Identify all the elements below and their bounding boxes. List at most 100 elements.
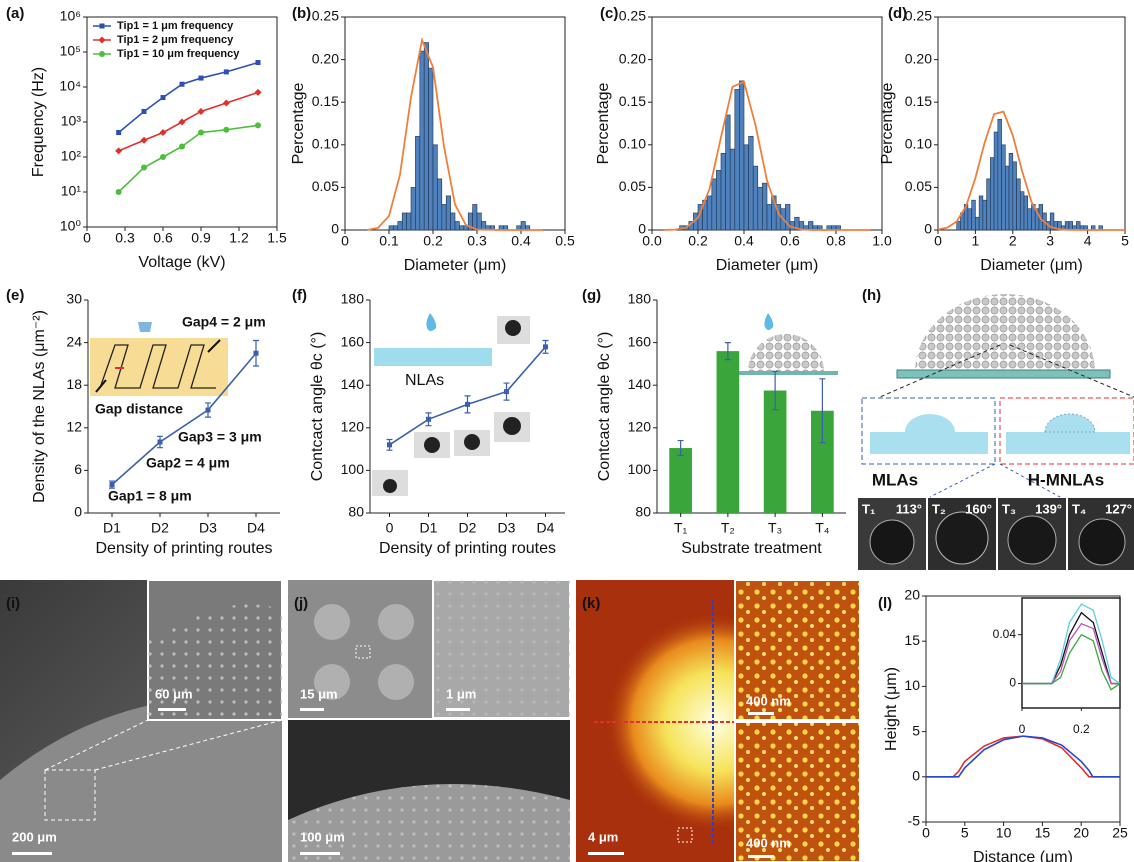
y-tick-label: 0.15 xyxy=(619,93,646,109)
x-tick-label: T₄ xyxy=(815,520,830,536)
y-tick-label: 160 xyxy=(628,333,652,349)
photo-angle: 127° xyxy=(1105,501,1132,516)
dome xyxy=(915,294,1095,372)
marker xyxy=(206,408,211,413)
y-tick-label: 10⁴ xyxy=(59,78,81,94)
bar xyxy=(983,200,987,230)
panel-label: (d) xyxy=(888,5,907,22)
sem-dome xyxy=(378,664,414,700)
y-tick-label: 0.10 xyxy=(619,136,646,152)
plot-frame xyxy=(938,17,1125,230)
x-tick-label: 0.6 xyxy=(153,230,173,246)
x-tick-label: 0.8 xyxy=(826,233,846,249)
bar xyxy=(717,351,740,513)
panel-label: (l) xyxy=(878,595,892,612)
annotation: Gap3 = 3 μm xyxy=(178,429,262,445)
bar xyxy=(716,170,721,230)
marker xyxy=(426,417,431,422)
annotation: NLAs xyxy=(405,372,444,389)
y-tick-label: 30 xyxy=(66,291,82,307)
x-tick-label: 15 xyxy=(1035,825,1051,841)
y-tick-label: 10² xyxy=(61,148,82,164)
scale-bar xyxy=(12,852,52,855)
x-tick-label: D1 xyxy=(420,520,438,536)
y-tick-label: 10¹ xyxy=(61,183,82,199)
marker xyxy=(180,82,185,87)
panel-label: (i) xyxy=(6,595,20,612)
marker xyxy=(160,129,167,136)
dome xyxy=(748,334,824,372)
x-tick-label: 2 xyxy=(1009,233,1017,249)
y-axis-label: Height (μm) xyxy=(883,667,900,751)
bar xyxy=(987,179,991,230)
scale-bar xyxy=(748,855,774,858)
bar xyxy=(968,209,972,230)
x-tick-label: 4 xyxy=(1084,233,1092,249)
bar xyxy=(411,187,415,230)
x-tick-label: 0 xyxy=(922,825,930,841)
x-tick-label: 5 xyxy=(961,825,969,841)
data-line xyxy=(926,736,1120,777)
marker xyxy=(254,351,259,356)
y-tick-label: 12 xyxy=(66,419,82,435)
x-tick-label: 0.6 xyxy=(780,233,800,249)
y-axis-label: Percentage xyxy=(290,82,307,164)
x-tick-label: 0.5 xyxy=(555,233,575,249)
y-axis-label: Contcact angle θc (°) xyxy=(596,332,613,482)
marker xyxy=(110,482,115,487)
route-inset xyxy=(90,322,228,396)
bar xyxy=(402,213,406,230)
annotation: Gap4 = 2 μm xyxy=(182,314,266,330)
bar xyxy=(749,136,754,230)
annotation: Gap1 = 8 μm xyxy=(108,488,192,504)
y-tick-label: 140 xyxy=(628,376,652,392)
bar xyxy=(455,221,459,230)
bar xyxy=(407,213,411,230)
marker xyxy=(465,402,470,407)
x-axis-label: Substrate treatment xyxy=(681,540,822,557)
photo-label: T₁ xyxy=(862,501,875,516)
marker xyxy=(224,69,229,74)
bar xyxy=(762,183,767,230)
panel-label: (g) xyxy=(582,287,601,304)
scale-bar xyxy=(300,852,340,855)
scale-bar xyxy=(588,852,624,855)
x-tick-label: 1.0 xyxy=(872,233,892,249)
x-tick-label: 0 xyxy=(1019,722,1026,736)
y-tick-label: 10⁰ xyxy=(60,218,82,234)
bar xyxy=(1005,166,1009,230)
data-line xyxy=(119,63,258,133)
x-tick-label: 10 xyxy=(996,825,1012,841)
fit-curve xyxy=(367,40,543,230)
y-tick-label: 140 xyxy=(341,376,365,392)
x-tick-label: D3 xyxy=(199,520,217,536)
bar xyxy=(994,132,998,230)
photo-label: T₃ xyxy=(1002,501,1016,516)
y-axis-label: Percentage xyxy=(879,82,896,164)
x-axis-label: Voltage (kV) xyxy=(138,254,225,271)
page: Figure body { margin: 0; background: #ff… xyxy=(0,0,1134,862)
marker xyxy=(100,24,105,29)
photo-drop xyxy=(383,479,397,493)
dome-icon xyxy=(735,313,838,375)
sem-dome xyxy=(314,604,350,640)
panel-label: (a) xyxy=(6,5,24,22)
bar xyxy=(1020,192,1024,230)
bar xyxy=(957,221,961,230)
droplet xyxy=(426,313,436,331)
bar xyxy=(437,179,441,230)
marker xyxy=(141,137,148,144)
x-tick-label: 0.2 xyxy=(1073,722,1090,736)
marker xyxy=(504,389,509,394)
photo-drop xyxy=(424,437,440,453)
marker xyxy=(223,127,229,133)
x-tick-label: 0.1 xyxy=(379,233,399,249)
photo-drop xyxy=(870,520,914,564)
droplet-photos xyxy=(372,313,530,496)
y-tick-label: 80 xyxy=(348,504,364,520)
bar xyxy=(808,221,813,230)
y-tick-label: 0 xyxy=(912,768,920,784)
bar xyxy=(998,119,1002,230)
panel-label: (b) xyxy=(292,5,311,22)
page-body: {"chart_data": [ {"panel": "(a)", "type"… xyxy=(0,0,1134,862)
